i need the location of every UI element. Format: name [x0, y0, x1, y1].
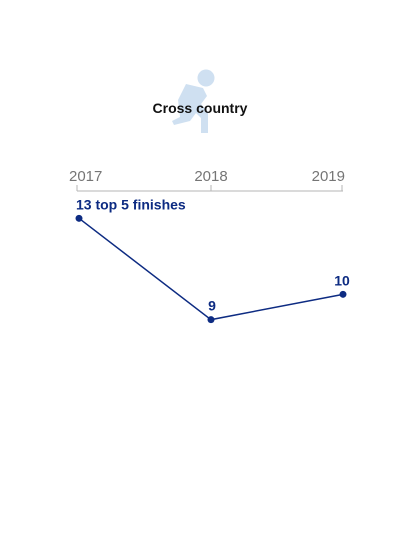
x-tick-label-2019: 2019: [312, 168, 345, 185]
x-tick-label-2018: 2018: [194, 168, 227, 185]
running-person-icon: [172, 69, 215, 133]
x-tick-label-2017: 2017: [69, 168, 102, 185]
chart-title: Cross country: [153, 100, 248, 116]
data-point-2019: [339, 290, 347, 298]
data-label-2019: 10: [334, 272, 350, 288]
data-point-2017: [75, 214, 83, 222]
data-label-2018: 9: [208, 298, 216, 314]
data-point-2018: [207, 316, 215, 324]
data-label-2017: 13 top 5 finishes: [76, 196, 186, 212]
